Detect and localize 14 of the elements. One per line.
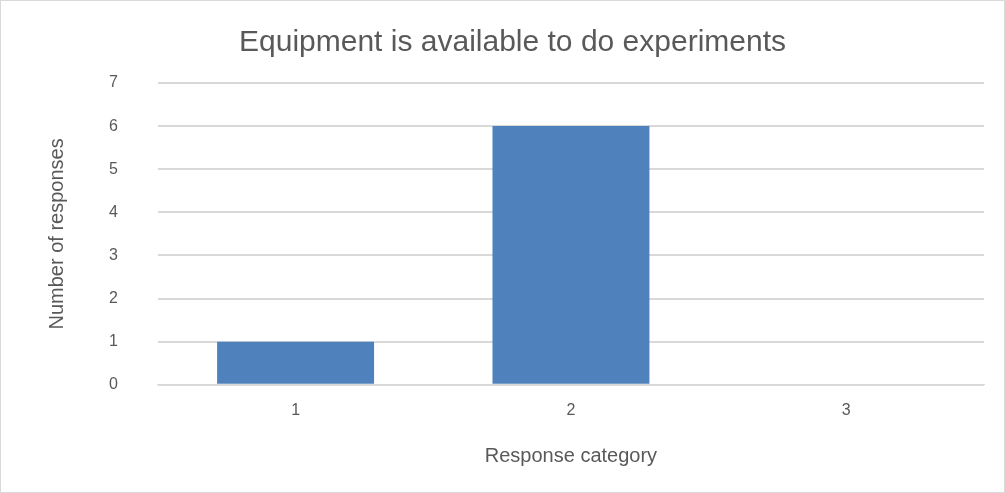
y-axis-title: Number of responses (44, 138, 67, 330)
y-tick-label: 5 (108, 159, 118, 177)
chart-title: Equipment is available to do experiments (239, 24, 786, 58)
y-tick-label: 0 (108, 375, 118, 393)
y-tick-label: 2 (108, 288, 118, 306)
x-tick-label: 2 (566, 400, 576, 418)
y-tick-label: 4 (108, 202, 118, 220)
x-axis-title: Response category (484, 443, 658, 466)
y-tick-label: 6 (108, 116, 118, 134)
y-tick-label: 7 (108, 73, 118, 91)
y-tick-label: 3 (108, 245, 118, 263)
x-tick-label: 1 (291, 400, 301, 418)
y-tick-label: 1 (108, 332, 118, 350)
x-tick-label: 3 (841, 400, 851, 418)
